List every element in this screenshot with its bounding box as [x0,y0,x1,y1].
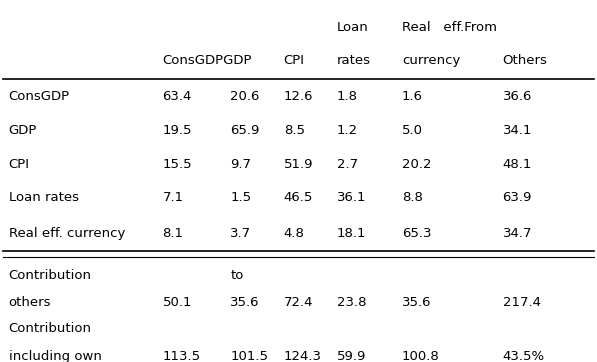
Text: 63.9: 63.9 [503,191,532,205]
Text: 20.2: 20.2 [402,157,432,171]
Text: 35.6: 35.6 [402,296,432,309]
Text: 36.6: 36.6 [503,90,532,103]
Text: ConsGDP: ConsGDP [9,90,70,103]
Text: 50.1: 50.1 [162,296,192,309]
Text: 36.1: 36.1 [337,191,367,205]
Text: rates: rates [337,54,371,67]
Text: Contribution: Contribution [9,269,92,282]
Text: 63.4: 63.4 [162,90,192,103]
Text: 100.8: 100.8 [402,349,440,362]
Text: 19.5: 19.5 [162,124,192,137]
Text: 18.1: 18.1 [337,227,367,240]
Text: 34.1: 34.1 [503,124,532,137]
Text: Contribution: Contribution [9,322,92,335]
Text: 2.7: 2.7 [337,157,358,171]
Text: 4.8: 4.8 [284,227,304,240]
Text: 8.1: 8.1 [162,227,183,240]
Text: 72.4: 72.4 [284,296,313,309]
Text: 20.6: 20.6 [230,90,260,103]
Text: 113.5: 113.5 [162,349,201,362]
Text: 12.6: 12.6 [284,90,313,103]
Text: including own: including own [9,349,101,362]
Text: 51.9: 51.9 [284,157,313,171]
Text: others: others [9,296,51,309]
Text: GDP: GDP [9,124,37,137]
Text: 3.7: 3.7 [230,227,251,240]
Text: 43.5%: 43.5% [503,349,544,362]
Text: 46.5: 46.5 [284,191,313,205]
Text: currency: currency [402,54,460,67]
Text: Real   eff.From: Real eff.From [402,21,497,34]
Text: 8.8: 8.8 [402,191,423,205]
Text: Loan rates: Loan rates [9,191,79,205]
Text: Others: Others [503,54,547,67]
Text: to: to [230,269,244,282]
Text: 15.5: 15.5 [162,157,192,171]
Text: 217.4: 217.4 [503,296,540,309]
Text: 1.5: 1.5 [230,191,251,205]
Text: 5.0: 5.0 [402,124,423,137]
Text: 34.7: 34.7 [503,227,532,240]
Text: CPI: CPI [9,157,30,171]
Text: Loan: Loan [337,21,369,34]
Text: 1.8: 1.8 [337,90,358,103]
Text: 1.2: 1.2 [337,124,358,137]
Text: 124.3: 124.3 [284,349,322,362]
Text: 101.5: 101.5 [230,349,269,362]
Text: 8.5: 8.5 [284,124,304,137]
Text: ConsGDPGDP: ConsGDPGDP [162,54,252,67]
Text: 35.6: 35.6 [230,296,260,309]
Text: 65.9: 65.9 [230,124,260,137]
Text: 1.6: 1.6 [402,90,423,103]
Text: Real eff. currency: Real eff. currency [9,227,125,240]
Text: 9.7: 9.7 [230,157,251,171]
Text: 65.3: 65.3 [402,227,432,240]
Text: 23.8: 23.8 [337,296,367,309]
Text: 7.1: 7.1 [162,191,184,205]
Text: 59.9: 59.9 [337,349,367,362]
Text: CPI: CPI [284,54,304,67]
Text: 48.1: 48.1 [503,157,532,171]
